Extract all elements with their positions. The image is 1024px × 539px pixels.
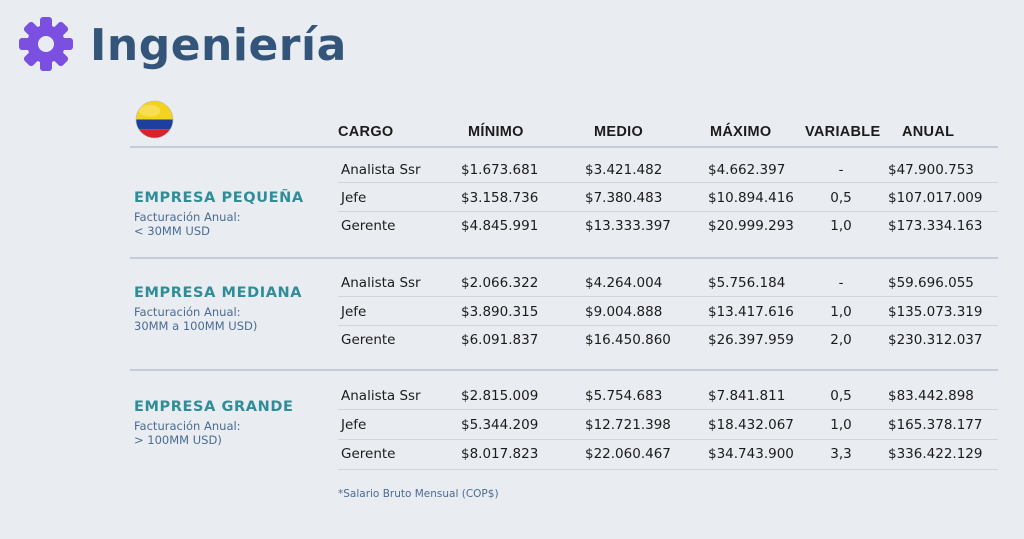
cell-medio: $16.450.860 — [585, 332, 671, 348]
cell-maximo: $5.756.184 — [708, 275, 786, 291]
row-divider — [338, 439, 998, 440]
cell-medio: $4.264.004 — [585, 275, 663, 291]
cell-cargo: Analista Ssr — [341, 162, 421, 178]
cell-medio: $13.333.397 — [585, 218, 671, 234]
cell-maximo: $4.662.397 — [708, 162, 786, 178]
colombia-flag-icon — [135, 100, 174, 139]
cell-variable: 1,0 — [830, 417, 852, 433]
section-title: EMPRESA PEQUEÑA — [134, 190, 304, 206]
footnote: *Salario Bruto Mensual (COP$) — [338, 488, 499, 500]
section-empresa-pequena: EMPRESA PEQUEÑA Facturación Anual: < 30M… — [134, 190, 304, 238]
row-divider — [338, 211, 998, 212]
cell-variable: 1,0 — [830, 304, 852, 320]
cell-medio: $3.421.482 — [585, 162, 663, 178]
row-divider — [338, 182, 998, 183]
header-anual: ANUAL — [902, 124, 955, 140]
row-divider — [338, 469, 998, 470]
header-divider — [130, 146, 998, 148]
cell-anual: $336.422.129 — [888, 446, 983, 462]
cell-cargo: Gerente — [341, 446, 396, 462]
cell-variable: 0,5 — [830, 388, 852, 404]
cell-variable: - — [838, 162, 844, 178]
header-maximo: MÁXIMO — [710, 124, 772, 140]
cell-anual: $107.017.009 — [888, 190, 983, 206]
page-title: Ingeniería — [90, 20, 347, 71]
row-divider — [338, 296, 998, 297]
cell-maximo: $26.397.959 — [708, 332, 794, 348]
row-divider — [338, 325, 998, 326]
cell-minimo: $3.890.315 — [461, 304, 539, 320]
header-medio: MEDIO — [594, 124, 644, 140]
section-title: EMPRESA GRANDE — [134, 399, 294, 415]
cell-anual: $230.312.037 — [888, 332, 983, 348]
cell-medio: $12.721.398 — [585, 417, 671, 433]
cell-minimo: $2.066.322 — [461, 275, 539, 291]
section-title: EMPRESA MEDIANA — [134, 285, 303, 301]
cell-anual: $135.073.319 — [888, 304, 983, 320]
cell-minimo: $4.845.991 — [461, 218, 539, 234]
cell-cargo: Jefe — [341, 304, 367, 320]
section-subtitle: Facturación Anual: > 100MM USD) — [134, 419, 241, 447]
section-subtitle: Facturación Anual: < 30MM USD — [134, 210, 241, 238]
cell-variable: 3,3 — [830, 446, 852, 462]
cell-variable: 1,0 — [830, 218, 852, 234]
cell-minimo: $2.815.009 — [461, 388, 539, 404]
cell-maximo: $34.743.900 — [708, 446, 794, 462]
gear-icon — [19, 17, 73, 71]
cell-minimo: $1.673.681 — [461, 162, 539, 178]
cell-maximo: $7.841.811 — [708, 388, 786, 404]
cell-maximo: $20.999.293 — [708, 218, 794, 234]
section-empresa-mediana: EMPRESA MEDIANA Facturación Anual: 30MM … — [134, 285, 302, 333]
cell-cargo: Jefe — [341, 417, 367, 433]
cell-cargo: Gerente — [341, 218, 396, 234]
cell-maximo: $10.894.416 — [708, 190, 794, 206]
cell-minimo: $6.091.837 — [461, 332, 539, 348]
cell-medio: $7.380.483 — [585, 190, 663, 206]
cell-maximo: $18.432.067 — [708, 417, 794, 433]
cell-minimo: $3.158.736 — [461, 190, 539, 206]
cell-variable: 2,0 — [830, 332, 852, 348]
section-empresa-grande: EMPRESA GRANDE Facturación Anual: > 100M… — [134, 399, 294, 447]
cell-cargo: Jefe — [341, 190, 367, 206]
cell-minimo: $5.344.209 — [461, 417, 539, 433]
cell-anual: $47.900.753 — [888, 162, 974, 178]
cell-anual: $165.378.177 — [888, 417, 983, 433]
header-variable: VARIABLE — [805, 124, 881, 140]
header-cargo: CARGO — [338, 124, 394, 140]
cell-maximo: $13.417.616 — [708, 304, 794, 320]
cell-cargo: Analista Ssr — [341, 275, 421, 291]
section-subtitle: Facturación Anual: 30MM a 100MM USD) — [134, 305, 258, 333]
cell-minimo: $8.017.823 — [461, 446, 539, 462]
row-divider — [338, 409, 998, 410]
cell-cargo: Gerente — [341, 332, 396, 348]
cell-anual: $173.334.163 — [888, 218, 983, 234]
cell-cargo: Analista Ssr — [341, 388, 421, 404]
section-divider — [130, 257, 998, 259]
cell-anual: $59.696.055 — [888, 275, 974, 291]
cell-anual: $83.442.898 — [888, 388, 974, 404]
section-divider — [130, 369, 998, 371]
cell-medio: $5.754.683 — [585, 388, 663, 404]
cell-medio: $9.004.888 — [585, 304, 663, 320]
header-minimo: MÍNIMO — [468, 124, 524, 140]
cell-variable: - — [838, 275, 844, 291]
cell-variable: 0,5 — [830, 190, 852, 206]
cell-medio: $22.060.467 — [585, 446, 671, 462]
